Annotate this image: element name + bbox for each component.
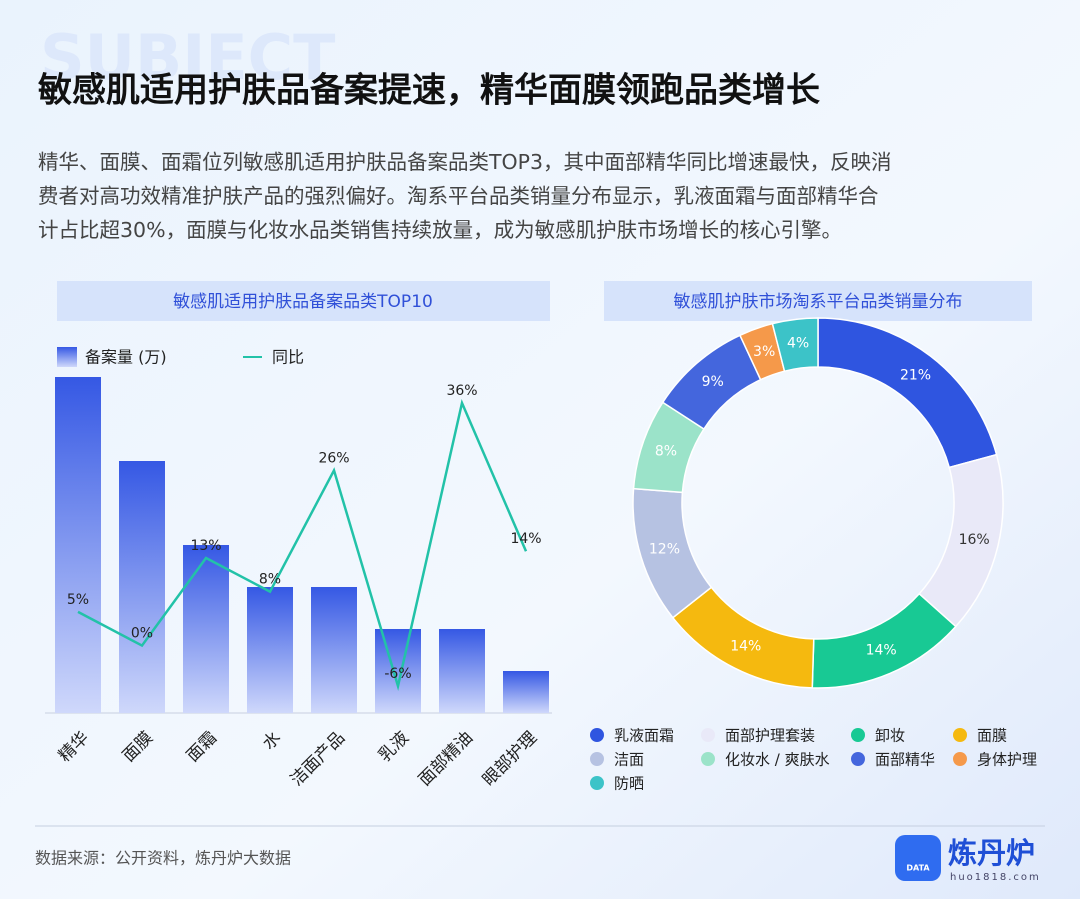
data-label: 5% bbox=[67, 592, 89, 608]
logo-icon bbox=[895, 835, 941, 881]
data-label: 14% bbox=[866, 643, 897, 659]
data-label: 8% bbox=[259, 572, 281, 588]
legend-swatch bbox=[953, 728, 967, 742]
data-label: 13% bbox=[190, 538, 221, 554]
data-label: 3% bbox=[753, 344, 775, 360]
chart-title: 敏感肌护肤市场淘系平台品类销量分布 bbox=[674, 292, 963, 312]
legend-label: 乳液面霜 bbox=[614, 727, 674, 745]
legend-swatch bbox=[57, 347, 77, 367]
data-label: 0% bbox=[131, 626, 153, 642]
donut-slice bbox=[771, 317, 819, 373]
bar bbox=[119, 461, 165, 713]
legend-swatch bbox=[953, 752, 967, 766]
bar bbox=[311, 587, 357, 713]
data-label: 36% bbox=[446, 383, 477, 399]
legend-label: 化妆水 / 爽肤水 bbox=[725, 751, 830, 769]
data-label: 26% bbox=[318, 450, 349, 466]
panel-title-box bbox=[604, 281, 1032, 321]
line bbox=[77, 398, 528, 691]
legend-label: 面部护理套装 bbox=[725, 727, 815, 745]
bar bbox=[247, 587, 293, 713]
legend-label: 同比 bbox=[272, 348, 304, 367]
data-label: 8% bbox=[655, 444, 677, 460]
paragraph-line: 精华、面膜、面霜位列敏感肌适用护肤品备案品类TOP3，其中面部精华同比增速最快，… bbox=[38, 150, 892, 174]
legend-swatch bbox=[701, 728, 715, 742]
source: 数据来源：公开资料，炼丹炉大数据 bbox=[35, 849, 291, 868]
bar bbox=[503, 671, 549, 713]
logo-url: huo1818.com bbox=[950, 872, 1041, 883]
legend-label: 卸妆 bbox=[875, 727, 905, 745]
bar bbox=[375, 629, 421, 713]
legend-swatch bbox=[590, 728, 604, 742]
data-label: -6% bbox=[384, 666, 411, 682]
legend-label: 防晒 bbox=[614, 775, 644, 793]
bar bbox=[183, 545, 229, 713]
bar bbox=[55, 377, 101, 713]
data-label: 16% bbox=[959, 532, 990, 548]
legend-swatch bbox=[851, 728, 865, 742]
bar bbox=[439, 629, 485, 713]
legend-swatch bbox=[590, 752, 604, 766]
data-label: 21% bbox=[900, 368, 931, 384]
legend-swatch bbox=[701, 752, 715, 766]
data-label: 14% bbox=[730, 638, 761, 654]
paragraph-line: 计占比超30%，面膜与化妆水品类销售持续放量，成为敏感肌护肤市场增长的核心引擎。 bbox=[38, 218, 842, 242]
legend-label: 洁面 bbox=[614, 751, 644, 769]
watermark: SUBJECT bbox=[40, 21, 335, 94]
legend-label: 面膜 bbox=[977, 727, 1007, 745]
data-label: 12% bbox=[649, 542, 680, 558]
logo-badge: DATA bbox=[906, 864, 930, 873]
chart-title: 敏感肌适用护肤品备案品类TOP10 bbox=[173, 292, 433, 312]
title: 敏感肌适用护肤品备案提速，精华面膜领跑品类增长 bbox=[38, 71, 820, 111]
data-label: 9% bbox=[702, 374, 724, 390]
panel-title-box bbox=[57, 281, 550, 321]
data-label: 4% bbox=[787, 336, 809, 352]
logo-name: 炼丹炉 bbox=[948, 836, 1035, 870]
legend-swatch bbox=[851, 752, 865, 766]
paragraph-line: 费者对高功效精准护肤产品的强烈偏好。淘系平台品类销量分布显示，乳液面霜与面部精华… bbox=[38, 184, 879, 208]
legend-label: 身体护理 bbox=[977, 751, 1037, 769]
legend-label: 备案量 (万) bbox=[85, 348, 167, 367]
legend-label: 面部精华 bbox=[875, 751, 935, 769]
data-label: 14% bbox=[510, 531, 541, 547]
legend-swatch bbox=[590, 776, 604, 790]
